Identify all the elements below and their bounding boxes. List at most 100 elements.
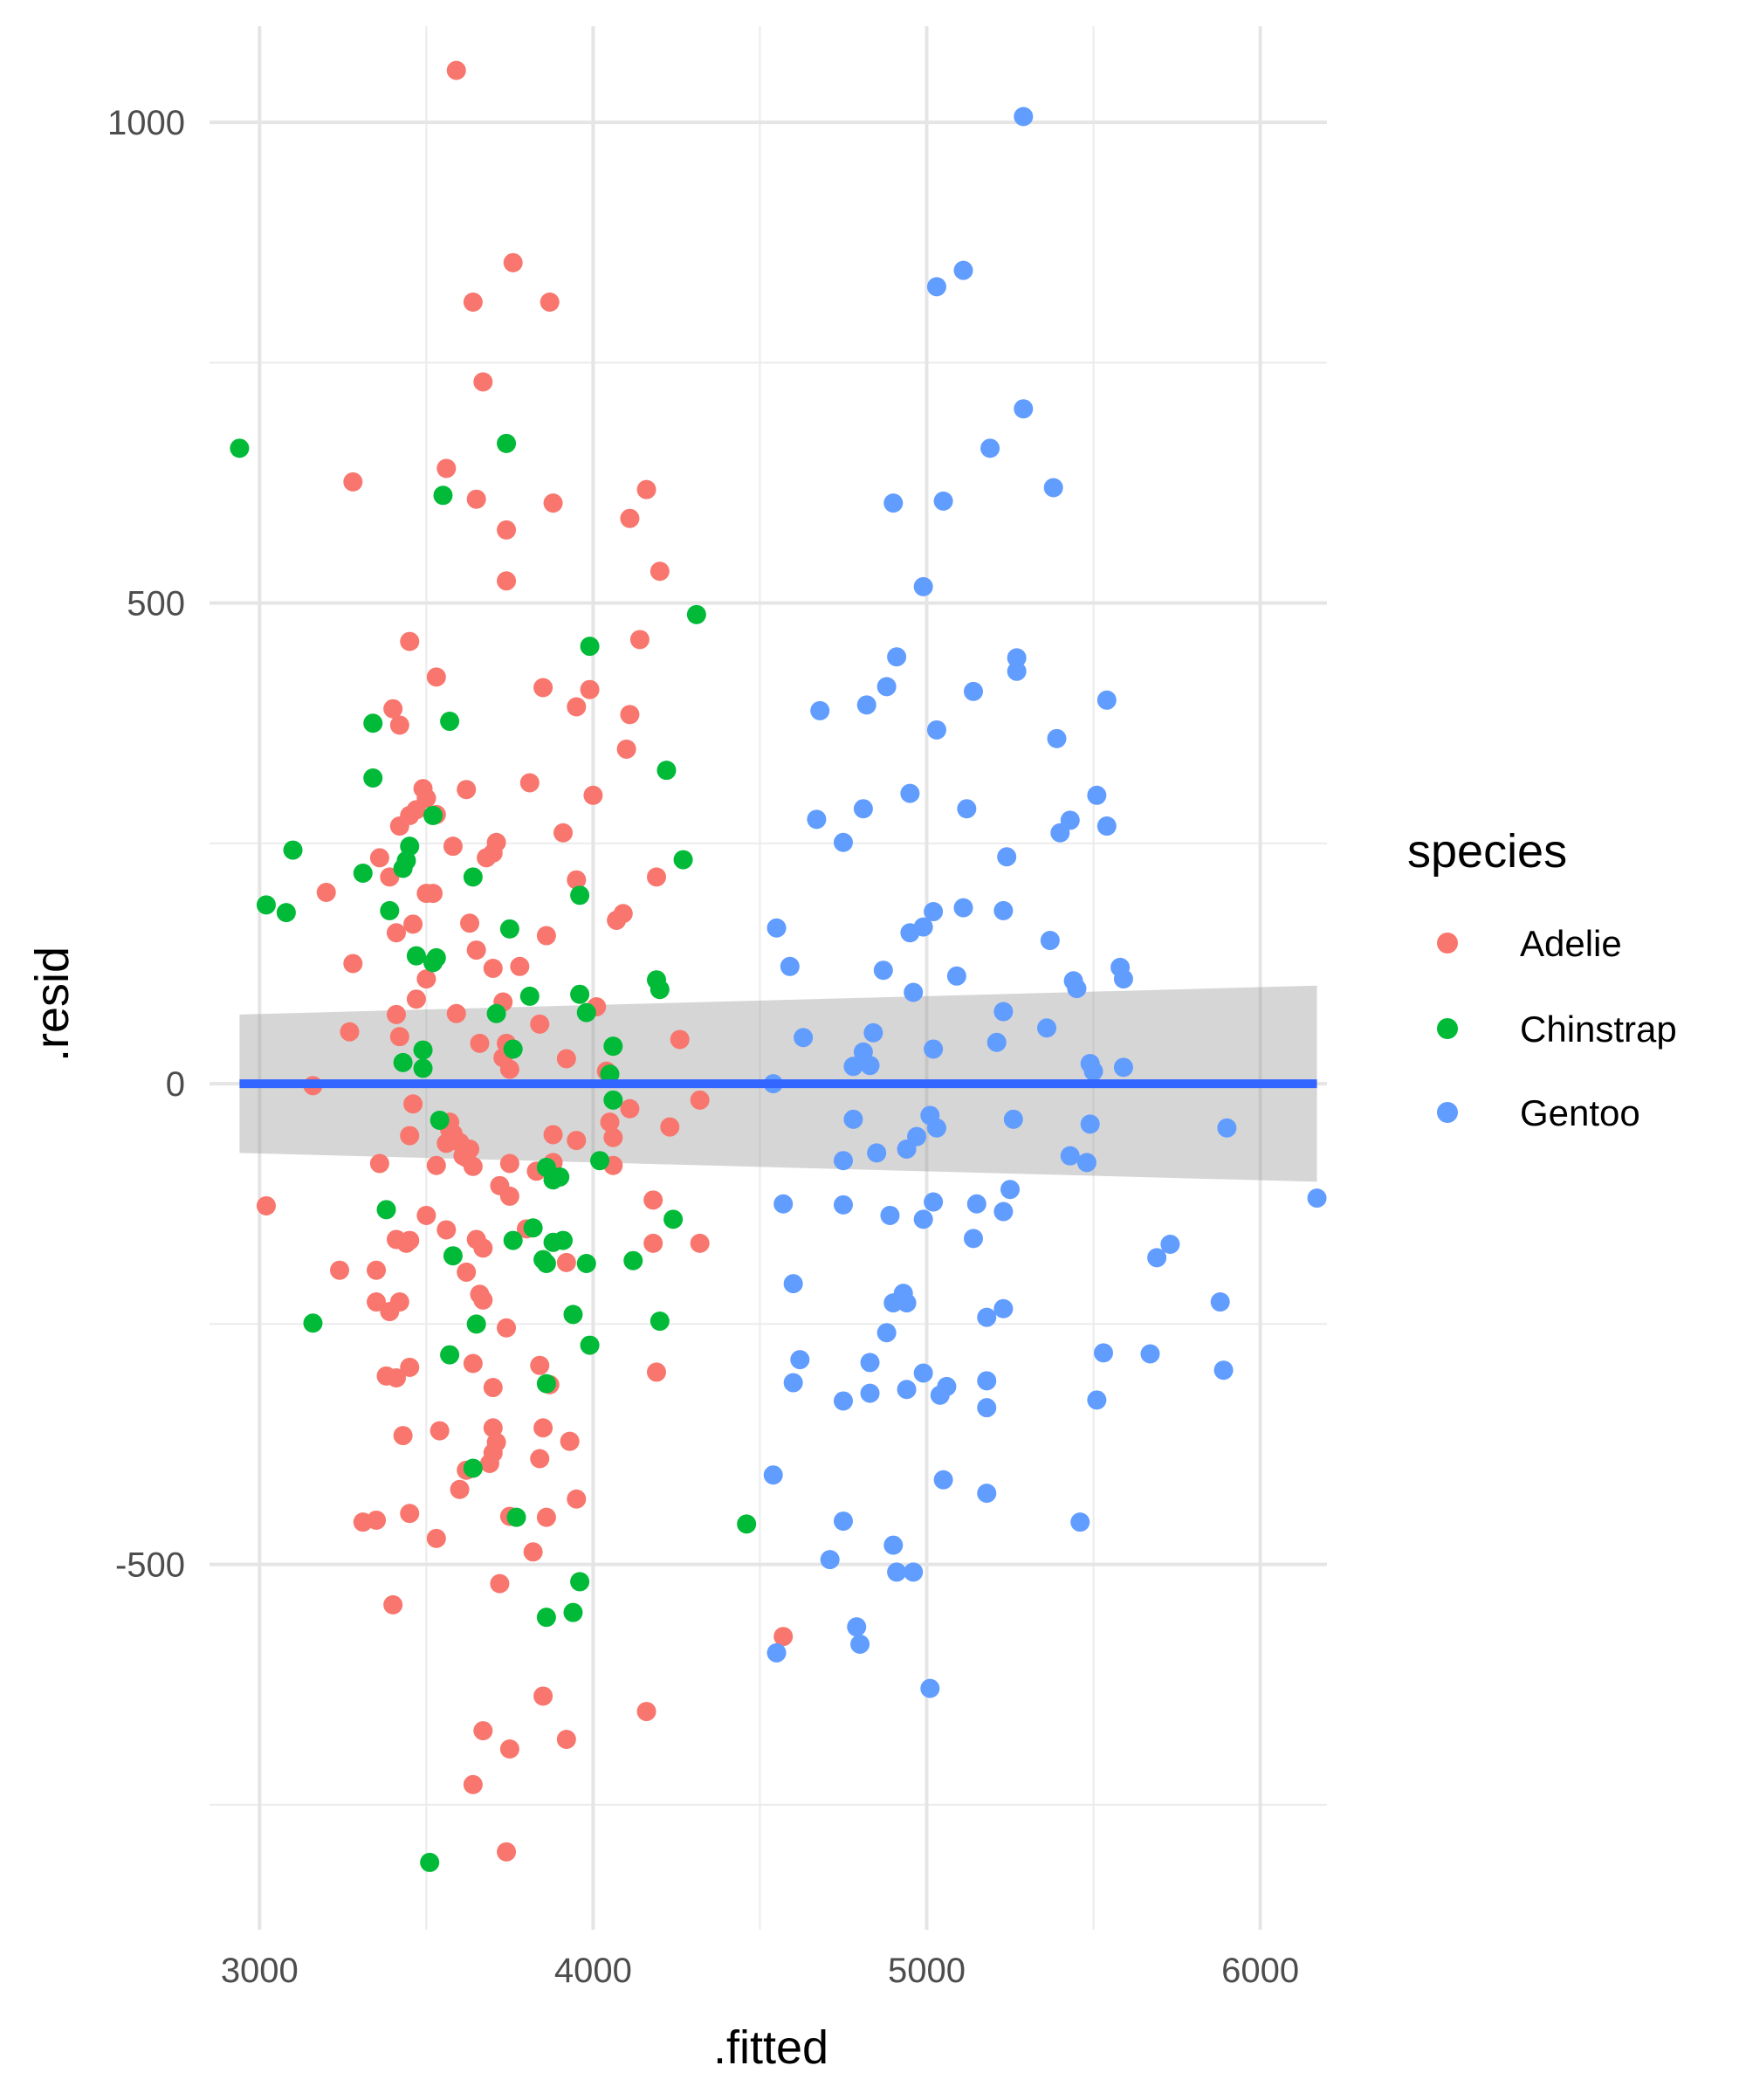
point-chinstrap <box>673 850 693 870</box>
x-tick-label: 3000 <box>221 1952 299 1990</box>
point-chinstrap <box>433 485 453 506</box>
point-adelie <box>616 739 636 759</box>
point-gentoo <box>876 1323 897 1343</box>
point-chinstrap <box>256 895 276 915</box>
point-adelie <box>497 1842 517 1862</box>
point-gentoo <box>843 1109 863 1129</box>
point-adelie <box>436 1133 457 1153</box>
point-chinstrap <box>563 1305 583 1325</box>
point-adelie <box>473 1290 493 1310</box>
point-adelie <box>367 1292 387 1312</box>
point-gentoo <box>883 493 904 513</box>
point-chinstrap <box>570 885 590 905</box>
point-gentoo <box>876 677 897 697</box>
point-adelie <box>660 1117 680 1137</box>
point-adelie <box>479 1454 499 1474</box>
point-gentoo <box>883 1535 904 1555</box>
point-gentoo <box>924 902 944 922</box>
point-chinstrap <box>536 1374 556 1394</box>
point-adelie <box>556 1730 576 1749</box>
point-gentoo <box>766 1642 787 1663</box>
point-adelie <box>473 372 493 392</box>
point-gentoo <box>1210 1292 1230 1312</box>
point-gentoo <box>933 491 953 511</box>
point-adelie <box>643 1190 663 1210</box>
point-chinstrap <box>440 1345 460 1365</box>
point-adelie <box>600 1112 620 1133</box>
point-adelie <box>690 1090 710 1110</box>
point-adelie <box>443 837 463 857</box>
point-gentoo <box>993 1002 1014 1022</box>
point-adelie <box>647 867 666 887</box>
point-gentoo <box>820 1550 840 1570</box>
point-gentoo <box>783 1373 803 1393</box>
point-gentoo <box>833 1511 853 1532</box>
point-adelie <box>530 1355 550 1375</box>
point-gentoo <box>860 1056 880 1076</box>
point-adelie <box>556 1252 576 1272</box>
point-chinstrap <box>486 1003 506 1023</box>
point-adelie <box>423 884 443 904</box>
point-adelie <box>389 715 409 735</box>
point-gentoo <box>957 799 977 819</box>
point-chinstrap <box>603 1090 623 1110</box>
point-gentoo <box>930 1385 950 1405</box>
point-gentoo <box>920 1105 940 1126</box>
legend-key-gentoo <box>1437 1102 1458 1123</box>
point-gentoo <box>897 1139 917 1159</box>
point-adelie <box>416 969 436 989</box>
point-gentoo <box>1213 1360 1234 1380</box>
point-gentoo <box>1014 107 1034 127</box>
point-adelie <box>457 780 477 800</box>
point-adelie <box>457 1262 477 1282</box>
scatter-points <box>230 60 1327 1872</box>
y-tick-label: 500 <box>127 585 185 623</box>
point-adelie <box>426 1155 446 1175</box>
point-adelie <box>380 1302 400 1322</box>
point-adelie <box>620 705 640 725</box>
point-gentoo <box>794 1028 814 1048</box>
point-chinstrap <box>413 1040 433 1060</box>
point-adelie <box>426 1528 446 1548</box>
point-gentoo <box>966 1194 986 1214</box>
point-chinstrap <box>503 1230 523 1250</box>
point-chinstrap <box>363 713 383 733</box>
point-gentoo <box>1007 661 1027 681</box>
point-adelie <box>463 1774 483 1794</box>
point-adelie <box>393 1426 413 1446</box>
point-gentoo <box>1007 648 1027 668</box>
legend-key-adelie <box>1437 933 1458 954</box>
point-chinstrap <box>600 1064 620 1084</box>
point-gentoo <box>766 918 787 938</box>
point-gentoo <box>1050 823 1070 843</box>
point-gentoo <box>924 1192 944 1212</box>
point-gentoo <box>904 982 924 1002</box>
point-adelie <box>567 1489 587 1509</box>
point-chinstrap <box>430 1110 450 1130</box>
point-chinstrap <box>463 1458 483 1478</box>
point-gentoo <box>856 695 876 715</box>
point-gentoo <box>863 1022 883 1043</box>
point-adelie <box>540 292 560 312</box>
point-adelie <box>490 1573 510 1594</box>
point-adelie <box>647 1362 666 1382</box>
point-adelie <box>436 1220 457 1240</box>
point-gentoo <box>847 1617 867 1637</box>
point-adelie <box>483 1378 503 1398</box>
point-adelie <box>533 678 553 698</box>
point-chinstrap <box>570 984 590 1004</box>
point-adelie <box>340 1022 360 1042</box>
point-gentoo <box>1003 1109 1023 1129</box>
legend-label-chinstrap: Chinstrap <box>1520 1009 1677 1050</box>
point-adelie <box>316 883 336 903</box>
point-adelie <box>466 489 486 509</box>
point-adelie <box>389 1027 409 1047</box>
point-chinstrap <box>570 1572 590 1592</box>
point-chinstrap <box>580 1335 600 1355</box>
point-adelie <box>560 1431 580 1451</box>
point-chinstrap <box>737 1514 757 1534</box>
point-gentoo <box>850 1635 870 1654</box>
point-gentoo <box>810 700 830 720</box>
point-gentoo <box>833 832 853 852</box>
point-chinstrap <box>663 1209 684 1229</box>
